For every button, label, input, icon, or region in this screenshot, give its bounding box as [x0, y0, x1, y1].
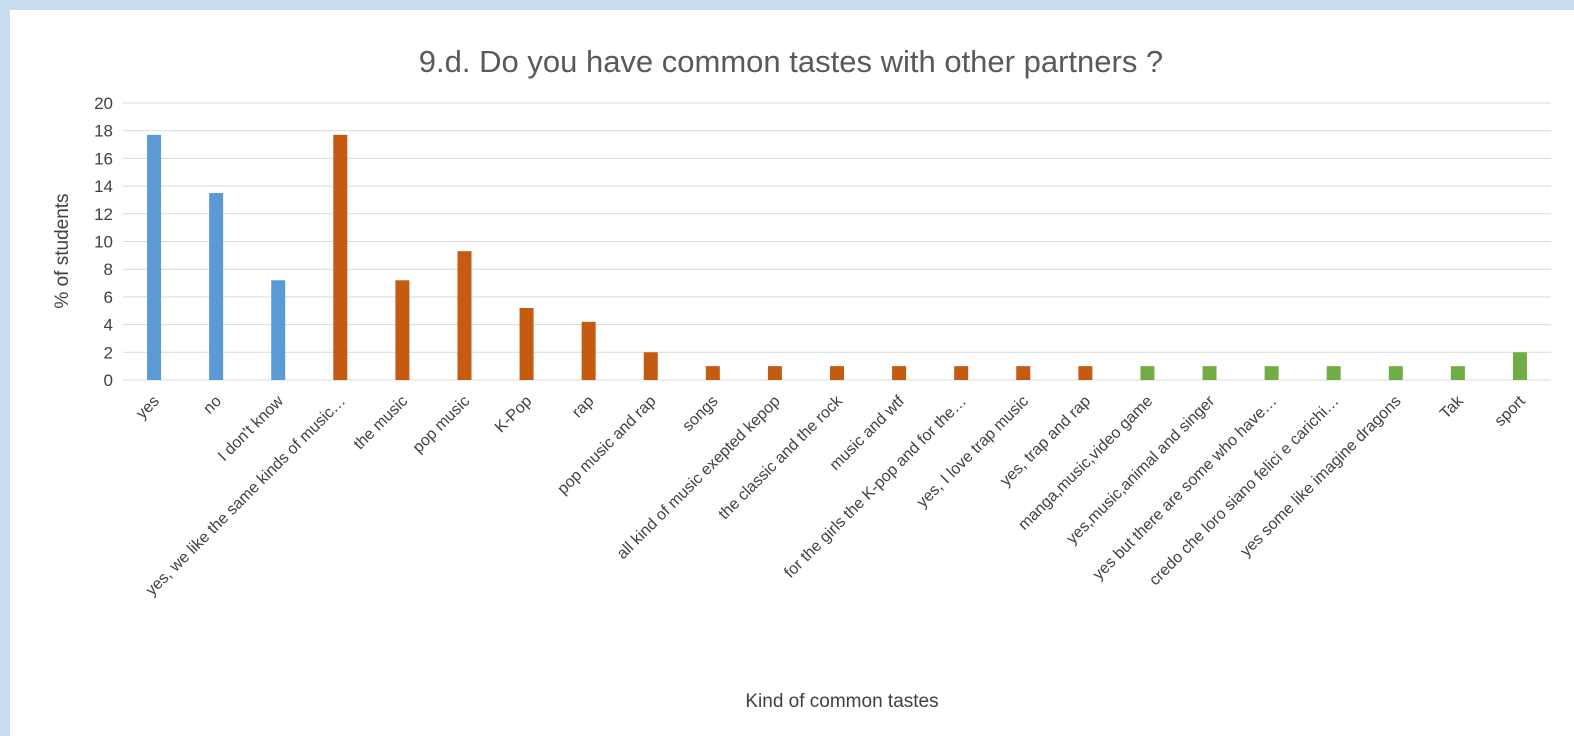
x-tick-label: yes — [133, 393, 163, 423]
bar — [1512, 352, 1527, 380]
y-tick-label: 10 — [94, 233, 113, 252]
chart-area: 9.d. Do you have common tastes with othe… — [10, 10, 1574, 736]
x-tick-label: the classic and the rock — [716, 392, 847, 523]
bar — [1388, 366, 1403, 380]
bar — [830, 366, 844, 380]
bar — [1202, 366, 1217, 380]
x-tick-label: songs — [679, 393, 721, 435]
bar — [395, 280, 410, 380]
bar — [147, 134, 162, 380]
x-tick-label: the music — [351, 393, 411, 453]
bar — [643, 352, 658, 380]
y-tick-label: 2 — [104, 343, 113, 362]
x-axis-label: Kind of common tastes — [745, 691, 938, 712]
bar — [333, 134, 348, 380]
bar — [457, 251, 472, 380]
bar — [1264, 366, 1279, 380]
bar — [519, 307, 534, 380]
bar — [892, 366, 907, 380]
y-tick-label: 4 — [104, 316, 113, 335]
bars — [147, 134, 1527, 380]
bar-chart: 9.d. Do you have common tastes with othe… — [52, 44, 1551, 712]
gridlines — [123, 102, 1551, 381]
y-axis-label: % of students — [52, 193, 73, 308]
y-tick-label: 16 — [94, 149, 113, 168]
x-tick-label: Tak — [1437, 392, 1467, 422]
x-tick-label: yes, I love trap music — [914, 393, 1032, 511]
bar — [1450, 366, 1465, 380]
bar — [581, 321, 596, 380]
y-tick-label: 18 — [94, 122, 113, 141]
x-tick-label: no — [200, 393, 225, 418]
x-tick-label: K-Pop — [492, 393, 536, 437]
x-tick-label: sport — [1492, 392, 1530, 430]
y-tick-label: 12 — [94, 205, 113, 224]
y-tick-label: 20 — [94, 94, 113, 113]
y-tick-label: 14 — [94, 177, 113, 196]
bar — [1078, 366, 1093, 380]
chart-title: 9.d. Do you have common tastes with othe… — [419, 44, 1163, 79]
y-tick-label: 6 — [104, 288, 113, 307]
x-tick-label: rap — [569, 393, 597, 421]
bar — [1140, 366, 1155, 380]
y-tick-labels: 0 2 4 6 8 10 12 14 16 18 20 — [94, 94, 113, 390]
bar — [209, 193, 224, 380]
y-tick-label: 8 — [104, 260, 113, 279]
bar — [954, 366, 969, 380]
y-tick-label: 0 — [104, 371, 113, 390]
bar — [767, 366, 782, 380]
bar — [1016, 366, 1031, 380]
bar — [1326, 366, 1341, 380]
bar — [705, 366, 720, 380]
x-tick-label: pop music — [410, 393, 474, 457]
bar — [271, 280, 286, 380]
